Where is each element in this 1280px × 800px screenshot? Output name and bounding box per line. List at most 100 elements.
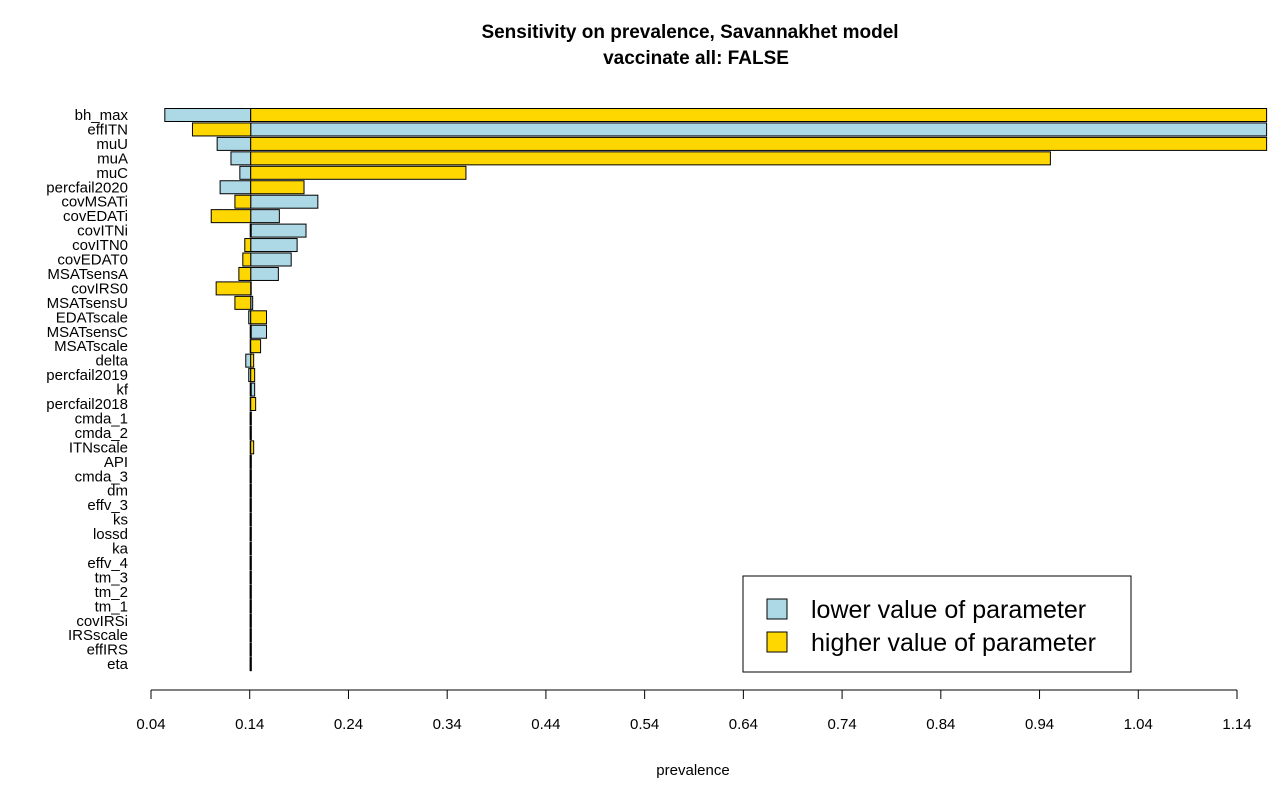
x-tick-label: 0.64 xyxy=(729,716,758,733)
bar-muU-higher xyxy=(250,136,1268,151)
x-tick-label: 1.04 xyxy=(1124,716,1153,733)
x-tick-label: 0.14 xyxy=(235,716,264,733)
bar-covMSATi-higher xyxy=(234,194,252,209)
legend-swatch-lower xyxy=(766,598,788,620)
category-label: delta xyxy=(95,353,128,370)
category-label: covITN0 xyxy=(72,237,128,254)
bar-percfail2018-higher xyxy=(250,397,257,411)
category-label: covITNi xyxy=(77,223,128,240)
bar-delta-higher xyxy=(250,353,255,368)
category-label: eta xyxy=(107,656,129,673)
bar-muC-higher xyxy=(250,165,467,180)
bar-lossd-higher xyxy=(249,527,252,542)
bar-covMSATi-lower xyxy=(250,194,319,209)
category-label: covMSATi xyxy=(61,194,128,211)
legend: lower value of parameter higher value of… xyxy=(742,575,1132,673)
bar-eta-higher xyxy=(249,657,252,672)
bar-covITNi-lower xyxy=(250,223,307,238)
bar-effITN-higher xyxy=(191,122,252,137)
x-tick-label: 0.84 xyxy=(926,716,955,733)
category-label: lossd xyxy=(93,526,128,543)
legend-box xyxy=(742,575,1132,673)
category-label: bh_max xyxy=(75,107,129,124)
bar-effITN-lower xyxy=(250,122,1268,137)
bar-ka-higher xyxy=(249,541,252,556)
bar-MSATsensU-higher xyxy=(234,295,252,310)
category-label: ks xyxy=(113,512,128,529)
bar-percfail2020-higher xyxy=(250,180,305,195)
legend-swatch-higher xyxy=(766,631,788,653)
category-label: effv_4 xyxy=(87,555,128,572)
bar-muU-lower xyxy=(216,136,252,151)
category-label: covEDAT0 xyxy=(57,252,128,269)
bar-dm-higher xyxy=(249,483,252,498)
bar-effv_3-higher xyxy=(249,498,252,513)
category-label: muU xyxy=(96,136,128,153)
bar-percfail2019-higher xyxy=(250,368,256,383)
bar-ITNscale-higher xyxy=(250,440,255,455)
bar-tm_2-higher xyxy=(249,584,252,599)
category-label: IRSscale xyxy=(68,627,128,644)
bar-cmda_2-higher xyxy=(249,425,252,440)
bar-MSATscale-higher xyxy=(250,339,262,354)
bar-covIRSi-higher xyxy=(249,613,252,628)
category-label: percfail2020 xyxy=(46,179,128,196)
category-label: covIRSi xyxy=(76,613,128,630)
x-tick-label: 0.54 xyxy=(630,716,659,733)
bar-covITN0-lower xyxy=(250,238,298,253)
category-label: MSATsensU xyxy=(47,295,128,312)
bar-covIRS0-higher xyxy=(215,281,252,296)
bar-bh_max-higher xyxy=(250,108,1268,122)
category-label: covEDATi xyxy=(63,208,128,225)
bar-covITN0-higher xyxy=(244,238,252,253)
x-tick-label: 1.14 xyxy=(1222,716,1251,733)
x-tick-label: 0.04 xyxy=(136,716,165,733)
bar-MSATsensC-higher xyxy=(249,324,252,339)
x-axis: 0.04 0.14 0.24 0.34 0.44 0.54 0.64 0.74 0.84 0.94… xyxy=(136,689,1252,733)
bar-muC-lower xyxy=(239,165,252,180)
x-tick-label: 0.44 xyxy=(531,716,560,733)
bar-covEDAT0-higher xyxy=(242,252,252,267)
bar-percfail2020-lower xyxy=(219,180,252,195)
category-label: MSATscale xyxy=(54,338,128,355)
category-label: dm xyxy=(107,483,128,500)
category-label: effITN xyxy=(87,121,128,138)
category-label: kf xyxy=(116,382,129,399)
bar-cmda_1-higher xyxy=(249,411,252,426)
category-label: effIRS xyxy=(87,642,128,659)
chart-title: Sensitivity on prevalence, Savannakhet m… xyxy=(481,22,898,43)
category-label: tm_1 xyxy=(95,598,128,615)
bar-delta-lower xyxy=(245,353,252,368)
category-label: cmda_1 xyxy=(75,410,128,427)
category-label: tm_2 xyxy=(95,584,128,601)
bar-EDATscale-higher xyxy=(250,310,268,325)
chart-subtitle: vaccinate all: FALSE xyxy=(603,48,789,69)
category-label: percfail2019 xyxy=(46,367,128,384)
bar-covEDAT0-lower xyxy=(250,252,292,267)
bar-kf-higher xyxy=(249,382,252,397)
x-tick-label: 0.94 xyxy=(1025,716,1054,733)
bar-muA-lower xyxy=(230,151,252,166)
category-label: muC xyxy=(96,165,128,182)
category-label: cmda_2 xyxy=(75,425,128,442)
x-tick-label: 0.74 xyxy=(827,716,856,733)
bar-bh_max-lower xyxy=(164,108,252,122)
category-label: effv_3 xyxy=(87,497,128,514)
category-labels: bh_maxeffITNmuUmuAmuCpercfail2020covMSAT… xyxy=(46,107,129,673)
bar-IRSscale-higher xyxy=(249,628,252,643)
bars-group xyxy=(164,108,1268,672)
category-label: ka xyxy=(112,541,129,558)
legend-label-lower: lower value of parameter xyxy=(811,596,1086,624)
bar-covEDATi-lower xyxy=(250,209,280,224)
category-label: MSATsensC xyxy=(47,324,129,341)
category-label: MSATsensA xyxy=(47,266,128,283)
category-label: percfail2018 xyxy=(46,396,128,413)
bar-effIRS-higher xyxy=(249,642,252,657)
bar-covITNi-higher xyxy=(249,223,252,238)
category-label: covIRS0 xyxy=(71,280,128,297)
bar-tm_3-higher xyxy=(249,570,252,585)
x-axis-title: prevalence xyxy=(656,762,729,779)
bar-effv_4-higher xyxy=(249,555,252,570)
x-tick-label: 0.34 xyxy=(433,716,462,733)
